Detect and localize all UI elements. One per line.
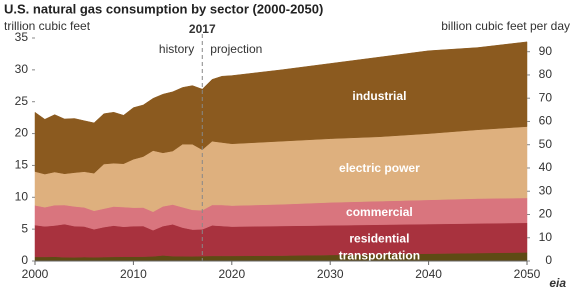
x-tick-label: 2030 [317, 267, 344, 281]
x-tick-label: 2050 [514, 267, 541, 281]
y-tick-label: 5 [21, 221, 28, 235]
history-label: history [159, 42, 194, 56]
series-label: electric power [339, 161, 420, 175]
y2-tick-label: 80 [539, 67, 553, 81]
source-logo: eia [549, 276, 566, 290]
y2-tick-label: 0 [545, 253, 552, 267]
y2-tick-label: 40 [539, 160, 553, 174]
y2-tick-label: 60 [539, 114, 553, 128]
series-label: commercial [346, 205, 413, 219]
y2-tick-label: 30 [539, 183, 553, 197]
x-tick-label: 2010 [120, 267, 147, 281]
area [34, 222, 528, 258]
y2-tick-label: 20 [539, 207, 553, 221]
y-tick-label: 10 [15, 189, 29, 203]
y-tick-label: 0 [21, 253, 28, 267]
y-axis-label: trillion cubic feet [4, 19, 91, 33]
y-tick-label: 35 [15, 30, 29, 44]
x-tick-label: 2000 [22, 267, 49, 281]
series-label: industrial [352, 89, 406, 103]
y-tick-label: 20 [15, 126, 29, 140]
chart-title: U.S. natural gas consumption by sector (… [4, 1, 323, 16]
series-label: residential [349, 232, 409, 246]
area [34, 41, 528, 175]
y2-tick-label: 50 [539, 137, 553, 151]
x-tick-label: 2020 [218, 267, 245, 281]
y2-tick-label: 90 [539, 44, 553, 58]
y-tick-label: 15 [15, 158, 29, 172]
y2-tick-label: 70 [539, 90, 553, 104]
projection-label: projection [210, 42, 262, 56]
x-tick-label: 2040 [415, 267, 442, 281]
y-tick-label: 30 [15, 62, 29, 76]
y2-tick-label: 10 [539, 230, 553, 244]
y-tick-label: 25 [15, 94, 29, 108]
y2-axis-label: billion cubic feet per day [441, 19, 570, 33]
series-label: transportation [339, 248, 420, 262]
divider-label: 2017 [189, 22, 216, 36]
